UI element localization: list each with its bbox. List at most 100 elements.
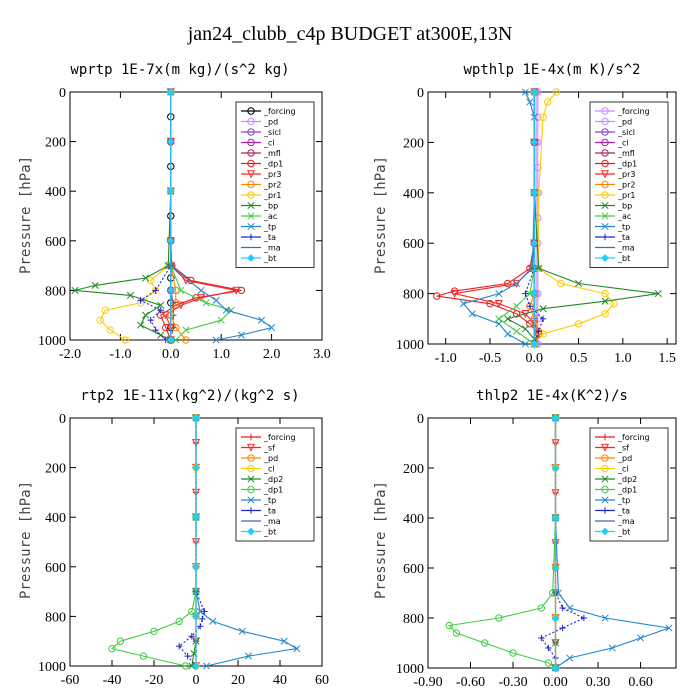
x-tick-label: 0.0 <box>162 347 180 362</box>
data-point <box>486 299 494 308</box>
data-point <box>494 299 503 308</box>
data-point <box>166 336 175 344</box>
x-tick-label: 1.0 <box>212 347 230 362</box>
legend-label: _forcing <box>263 107 296 116</box>
legend-label: _ta <box>617 233 630 242</box>
data-point <box>459 300 467 308</box>
data-point <box>522 290 529 297</box>
y-tick-label: 1000 <box>396 338 424 353</box>
legend-label: _bt <box>617 528 630 537</box>
data-point <box>157 307 164 314</box>
series-bp <box>71 88 175 344</box>
data-point <box>166 187 175 196</box>
series-line <box>533 91 615 345</box>
legend-entry: _cl <box>595 139 629 148</box>
data-point <box>551 564 560 572</box>
series-bt <box>551 414 560 672</box>
legend-entry: _pd <box>241 118 278 127</box>
data-point <box>665 624 673 632</box>
x-tick-label: 0.30 <box>586 675 611 690</box>
legend-label: _sicl <box>263 128 281 137</box>
data-point <box>543 98 552 106</box>
data-point <box>504 330 512 338</box>
legend-label: _dp1 <box>263 160 283 169</box>
series-line <box>74 92 172 341</box>
legend-label: _pr1 <box>617 191 635 200</box>
legend-entry: _pr3 <box>595 170 635 179</box>
legend-label: _pd <box>617 118 632 127</box>
data-point <box>601 614 609 622</box>
data-point <box>192 612 200 621</box>
x-tick-label: 40 <box>273 673 287 688</box>
plot-frame <box>69 91 323 341</box>
data-point <box>539 113 547 121</box>
panel-title: wprtp 1E-7x(m kg)/(s^2 kg) <box>70 62 289 78</box>
x-tick-label: -40 <box>103 673 122 688</box>
y-tick-label: 0 <box>59 86 66 101</box>
panel-title: wpthlp 1E-4x(m K)/s^2 <box>463 62 640 78</box>
series-dp1 <box>433 88 543 348</box>
legend-entry: _forcing <box>241 433 296 442</box>
x-tick-label: 1.0 <box>614 351 632 366</box>
legend-entry: _pr1 <box>595 191 635 200</box>
legend-label: _ac <box>617 212 631 221</box>
legend-entry: _forcing <box>241 107 296 116</box>
data-point <box>152 287 159 294</box>
legend-label: _bt <box>617 254 630 263</box>
chart-panel-1: wprtp 1E-7x(m kg)/(s^2 kg) Pressure [hPa]… <box>18 62 331 362</box>
legend-entry: _tp <box>595 223 630 232</box>
data-point <box>450 289 459 298</box>
data-point <box>137 297 144 304</box>
series-line <box>139 92 172 341</box>
data-point <box>244 652 253 660</box>
legend: _forcing _sf_pd _cl_dp2 _dp1_tp _ta_ma _bt <box>589 427 669 542</box>
data-point <box>166 286 175 295</box>
data-point <box>199 615 206 623</box>
legend-label: _bp <box>263 202 278 211</box>
data-point <box>182 336 190 344</box>
data-point <box>535 328 542 335</box>
data-point <box>504 279 512 288</box>
legend-entry: _ta <box>595 233 630 242</box>
legend-entry: _pr2 <box>595 181 635 190</box>
data-point <box>509 649 517 657</box>
legend-label: _dp1 <box>617 486 637 495</box>
legend-entry: _ta <box>595 507 630 516</box>
data-point <box>559 624 566 632</box>
data-point <box>539 305 547 313</box>
x-tick-label: -0.5 <box>479 351 501 366</box>
legend-entry: _pr2 <box>241 181 281 190</box>
y-tick-label: 600 <box>403 562 424 577</box>
figure-title: jan24_clubb_c4p BUDGET at300E,13N <box>187 23 513 45</box>
series-dp1 <box>445 414 560 672</box>
legend-entry: _sicl <box>241 128 281 137</box>
y-tick-label: 200 <box>403 462 424 477</box>
data-point <box>445 621 453 630</box>
data-point <box>188 633 195 640</box>
data-point <box>157 301 165 309</box>
data-point <box>181 276 190 285</box>
data-point <box>452 629 461 637</box>
data-point <box>238 627 246 635</box>
legend-entry: _pd <box>595 454 632 463</box>
legend-label: _tp <box>263 223 276 232</box>
legend-entry: _ma <box>241 517 281 526</box>
x-tick-label: -0.30 <box>498 675 527 690</box>
data-point <box>530 289 539 298</box>
data-point <box>202 299 210 307</box>
legend-entry: _ac <box>241 212 277 221</box>
legend-label: _tp <box>263 496 276 505</box>
y-axis-label: Pressure [hPa] <box>18 156 34 274</box>
y-tick-label: 600 <box>45 561 66 576</box>
legend-label: _tp <box>617 223 630 232</box>
y-axis-label: Pressure [hPa] <box>373 481 389 599</box>
x-tick-label: 3.0 <box>313 347 331 362</box>
data-point <box>526 98 534 106</box>
y-tick-label: 800 <box>403 288 424 303</box>
legend-entry: _dp2 <box>595 475 637 484</box>
y-tick-label: 1000 <box>38 334 66 349</box>
series-ta <box>176 414 208 670</box>
data-point <box>280 637 288 645</box>
legend-entry: _sf <box>241 444 275 453</box>
legend-entry: _dp2 <box>241 475 283 484</box>
